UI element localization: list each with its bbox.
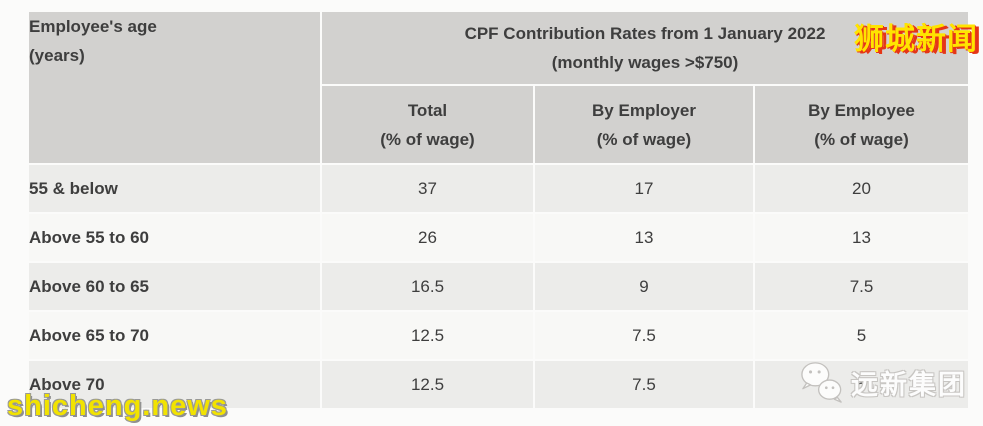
employer-value: 13 <box>533 212 755 263</box>
table-row: Above 55 to 60 26 13 13 <box>27 212 971 263</box>
table-title-cell: CPF Contribution Rates from 1 January 20… <box>319 10 971 86</box>
cpf-rates-table: Employee's age (years) CPF Contribution … <box>27 10 971 410</box>
column-header-sub: (% of wage) <box>814 129 909 149</box>
employer-value: 17 <box>533 163 755 214</box>
total-value: 12.5 <box>320 310 535 361</box>
table-title-line2: (monthly wages >$750) <box>551 53 739 72</box>
watermark-shicheng-news-url: shicheng.news <box>7 390 228 422</box>
table-row: Above 70 12.5 7.5 5 <box>27 359 971 410</box>
employee-value: 5 <box>752 310 971 361</box>
total-value: 16.5 <box>320 261 535 312</box>
total-value: 12.5 <box>320 359 535 410</box>
total-value: 26 <box>320 212 535 263</box>
column-header-total: Total (% of wage) <box>320 84 535 165</box>
column-header-label: Total <box>407 100 448 120</box>
column-header-employee: By Employee (% of wage) <box>752 84 971 165</box>
employer-value: 9 <box>533 261 755 312</box>
column-header-label: By Employee <box>808 100 915 120</box>
age-label: Above 60 to 65 <box>27 261 322 312</box>
table-row: Above 65 to 70 12.5 7.5 5 <box>27 310 971 361</box>
wechat-icon <box>801 362 842 403</box>
column-header-sub: (% of wage) <box>596 129 692 149</box>
watermark-shicheng-cn: 狮城新闻 <box>854 23 978 56</box>
employer-value: 7.5 <box>533 310 755 361</box>
column-header-employer: By Employer (% of wage) <box>533 84 755 165</box>
row-header-cell: Employee's age (years) <box>27 10 322 165</box>
employee-value: 13 <box>752 212 971 263</box>
age-label: 55 & below <box>27 163 322 214</box>
employer-value: 7.5 <box>533 359 755 410</box>
table-title-line1: CPF Contribution Rates from 1 January 20… <box>464 24 826 43</box>
watermark-yuanxin-text: 远新集团 <box>851 369 967 400</box>
row-header-line1: Employee's age <box>29 17 157 36</box>
age-label: Above 70 <box>27 359 322 410</box>
age-label: Above 55 to 60 <box>27 212 322 263</box>
total-value: 37 <box>320 163 535 214</box>
column-header-label: By Employer <box>592 100 696 120</box>
watermark-yuanxin-group: 远新集团 <box>799 360 967 404</box>
row-header-line2: (years) <box>29 46 85 65</box>
employee-value: 7.5 <box>752 261 971 312</box>
age-label: Above 65 to 70 <box>27 310 322 361</box>
employee-value: 20 <box>752 163 971 214</box>
column-header-sub: (% of wage) <box>380 129 475 149</box>
table-row: Above 60 to 65 16.5 9 7.5 <box>27 261 971 312</box>
table-row: 55 & below 37 17 20 <box>27 163 971 214</box>
employee-value: 5 <box>752 359 971 410</box>
